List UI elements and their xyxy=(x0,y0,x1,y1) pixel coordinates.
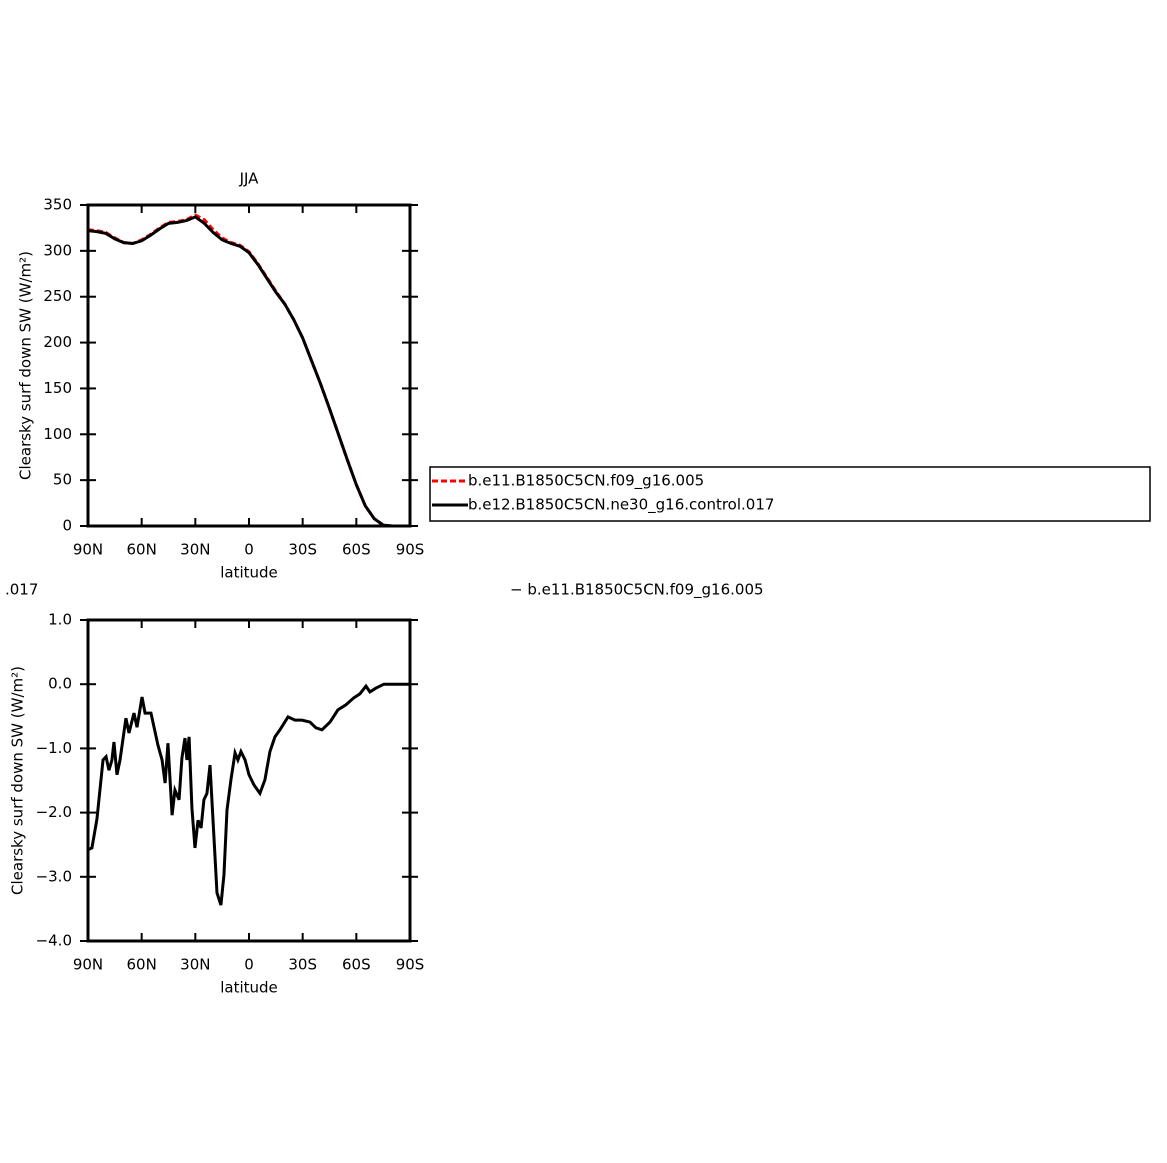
y-tick-label: −2.0 xyxy=(36,803,72,821)
y-tick-label: 0.0 xyxy=(48,675,72,693)
x-tick-label: 30N xyxy=(180,956,210,974)
chart-title: − b.e11.B1850C5CN.f09_g16.005 xyxy=(510,581,764,600)
plot-frame xyxy=(86,203,412,528)
data-line xyxy=(87,682,410,906)
y-tick-label: −1.0 xyxy=(36,739,72,757)
x-tick-label: 0 xyxy=(244,956,254,974)
y-tick-label: 250 xyxy=(43,287,72,305)
x-tick-label: 60N xyxy=(127,541,157,559)
legend-label: b.e11.B1850C5CN.f09_g16.005 xyxy=(468,472,704,491)
chart-title: JJA xyxy=(239,170,260,188)
x-tick-label: 60N xyxy=(127,956,157,974)
x-tick-label: 90N xyxy=(73,956,103,974)
x-tick-label: 60S xyxy=(342,956,371,974)
x-tick-label: 90S xyxy=(396,956,425,974)
plot-frame xyxy=(86,618,412,943)
legend-box xyxy=(429,466,1151,522)
chart-title: .017 xyxy=(5,581,38,599)
legend-label: b.e12.B1850C5CN.ne30_g16.control.017 xyxy=(468,496,774,515)
y-tick-label: 50 xyxy=(53,471,72,489)
x-tick-label: 30N xyxy=(180,541,210,559)
x-axis-label: latitude xyxy=(220,979,278,997)
y-tick-label: −3.0 xyxy=(36,867,72,885)
data-line xyxy=(87,215,410,528)
y-tick-label: 0 xyxy=(62,517,72,535)
x-tick-label: 90S xyxy=(396,541,425,559)
y-axis-label: Clearsky surf down SW (W/m²) xyxy=(9,666,27,895)
x-tick-label: 0 xyxy=(244,541,254,559)
x-tick-label: 30S xyxy=(288,541,317,559)
y-tick-label: 100 xyxy=(43,425,72,443)
y-tick-label: 300 xyxy=(43,241,72,259)
y-tick-label: 350 xyxy=(43,196,72,214)
data-line xyxy=(87,213,410,528)
y-tick-label: 150 xyxy=(43,379,72,397)
y-tick-label: 200 xyxy=(43,333,72,351)
y-tick-label: 1.0 xyxy=(48,611,72,629)
y-axis-label: Clearsky surf down SW (W/m²) xyxy=(17,251,35,480)
x-axis-label: latitude xyxy=(220,564,278,582)
x-tick-label: 90N xyxy=(73,541,103,559)
x-tick-label: 60S xyxy=(342,541,371,559)
y-tick-label: −4.0 xyxy=(36,932,72,950)
x-tick-label: 30S xyxy=(288,956,317,974)
